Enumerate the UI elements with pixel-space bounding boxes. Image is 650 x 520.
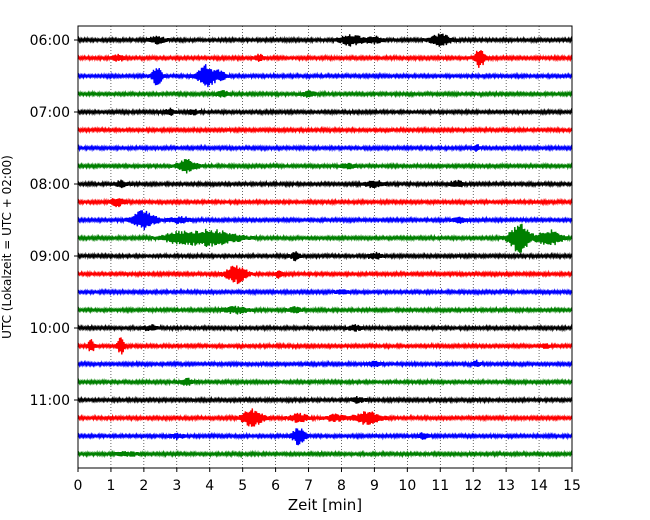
- y-axis-ticks: 06:00 07:00 08:00 09:00 10:00 11:00: [30, 33, 78, 409]
- trace-line: [77, 223, 573, 253]
- trace-line: [77, 210, 573, 231]
- trace-line: [77, 428, 573, 446]
- x-tick-label: 7: [304, 478, 313, 494]
- y-axis-label: UTC (Lokalzeit = UTC + 02:00): [0, 155, 14, 339]
- plot-frame: [77, 25, 573, 469]
- trace-line: [77, 265, 573, 285]
- trace-line: [77, 305, 573, 315]
- y-tick-label: 06:00: [30, 33, 70, 49]
- x-tick-label: 6: [271, 478, 280, 494]
- trace-line: [77, 408, 573, 427]
- trace-line: [77, 89, 573, 99]
- trace-line: [77, 64, 573, 88]
- trace-line: [77, 359, 573, 369]
- y-tick-label: 10:00: [30, 321, 70, 337]
- x-tick-label: 9: [370, 478, 379, 494]
- x-tick-label: 10: [398, 478, 416, 494]
- y-tick-label: 09:00: [30, 249, 70, 265]
- x-tick-label: 8: [337, 478, 346, 494]
- trace-line: [77, 158, 573, 174]
- y-tick-label: 08:00: [30, 177, 70, 193]
- trace-line: [77, 50, 573, 68]
- x-tick-label: 4: [205, 478, 214, 494]
- x-axis-ticks: 0 1 2 3 4 5 6 7 8 9 10 11 12 13 14 15: [74, 468, 581, 494]
- trace-line: [77, 107, 573, 117]
- x-tick-label: 12: [464, 478, 482, 494]
- trace-line: [77, 179, 573, 189]
- x-tick-label: 3: [172, 478, 181, 494]
- x-tick-label: 2: [139, 478, 148, 494]
- x-tick-label: 11: [431, 478, 449, 494]
- trace-line: [77, 33, 573, 47]
- trace-line: [77, 377, 573, 387]
- x-tick-label: 15: [563, 478, 581, 494]
- plot-background: [78, 26, 572, 468]
- x-axis-label: Zeit [min]: [288, 496, 362, 514]
- seismic-traces: [77, 33, 573, 459]
- trace-line: [77, 395, 573, 405]
- trace-line: [77, 323, 573, 333]
- y-tick-label: 07:00: [30, 105, 70, 121]
- x-tick-label: 5: [238, 478, 247, 494]
- trace-line: [77, 197, 573, 208]
- x-tick-label: 0: [74, 478, 83, 494]
- x-tick-label: 1: [106, 478, 115, 494]
- y-tick-label: 11:00: [30, 393, 70, 409]
- trace-line: [77, 143, 573, 153]
- x-tick-label: 13: [497, 478, 515, 494]
- trace-line: [77, 287, 573, 297]
- trace-line: [77, 251, 573, 262]
- x-tick-label: 14: [530, 478, 548, 494]
- trace-line: [77, 449, 573, 459]
- trace-line: [77, 337, 573, 355]
- trace-line: [77, 125, 573, 135]
